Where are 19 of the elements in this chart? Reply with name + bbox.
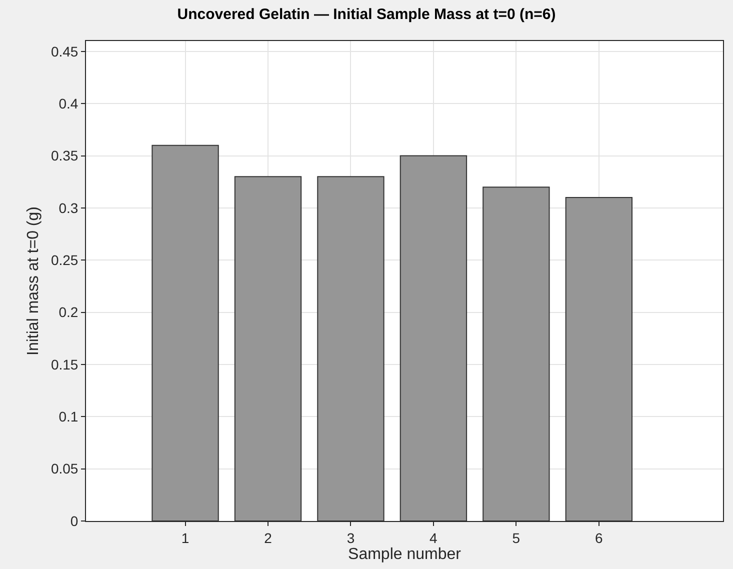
x-tick-label: 2 [264,530,272,546]
y-tick-label: 0.3 [58,200,78,216]
x-tick-label: 4 [430,530,438,546]
x-tick-label: 6 [595,530,604,546]
y-tick-label: 0 [70,512,78,529]
x-tick-label: 3 [346,530,355,546]
y-tick-label: 0.35 [50,148,78,164]
y-tick-label: 0.2 [58,304,78,320]
chart-title: Uncovered Gelatin — Initial Sample Mass at t=0 (n=6) [177,6,556,24]
y-tick-label: 0.1 [58,408,78,425]
y-tick-label: 0.25 [50,252,78,268]
x-tick-label: 5 [512,530,520,546]
y-tick-label: 0.05 [50,460,78,477]
x-tick-label: 1 [181,530,190,546]
y-tick-label: 0.45 [50,43,78,60]
y-tick-label: 0.15 [50,356,78,372]
x-axis-title: Sample number [348,546,462,563]
y-tick-label: 0.4 [58,96,78,112]
y-axis-title: Initial mass at t=0 (g) [24,206,42,356]
